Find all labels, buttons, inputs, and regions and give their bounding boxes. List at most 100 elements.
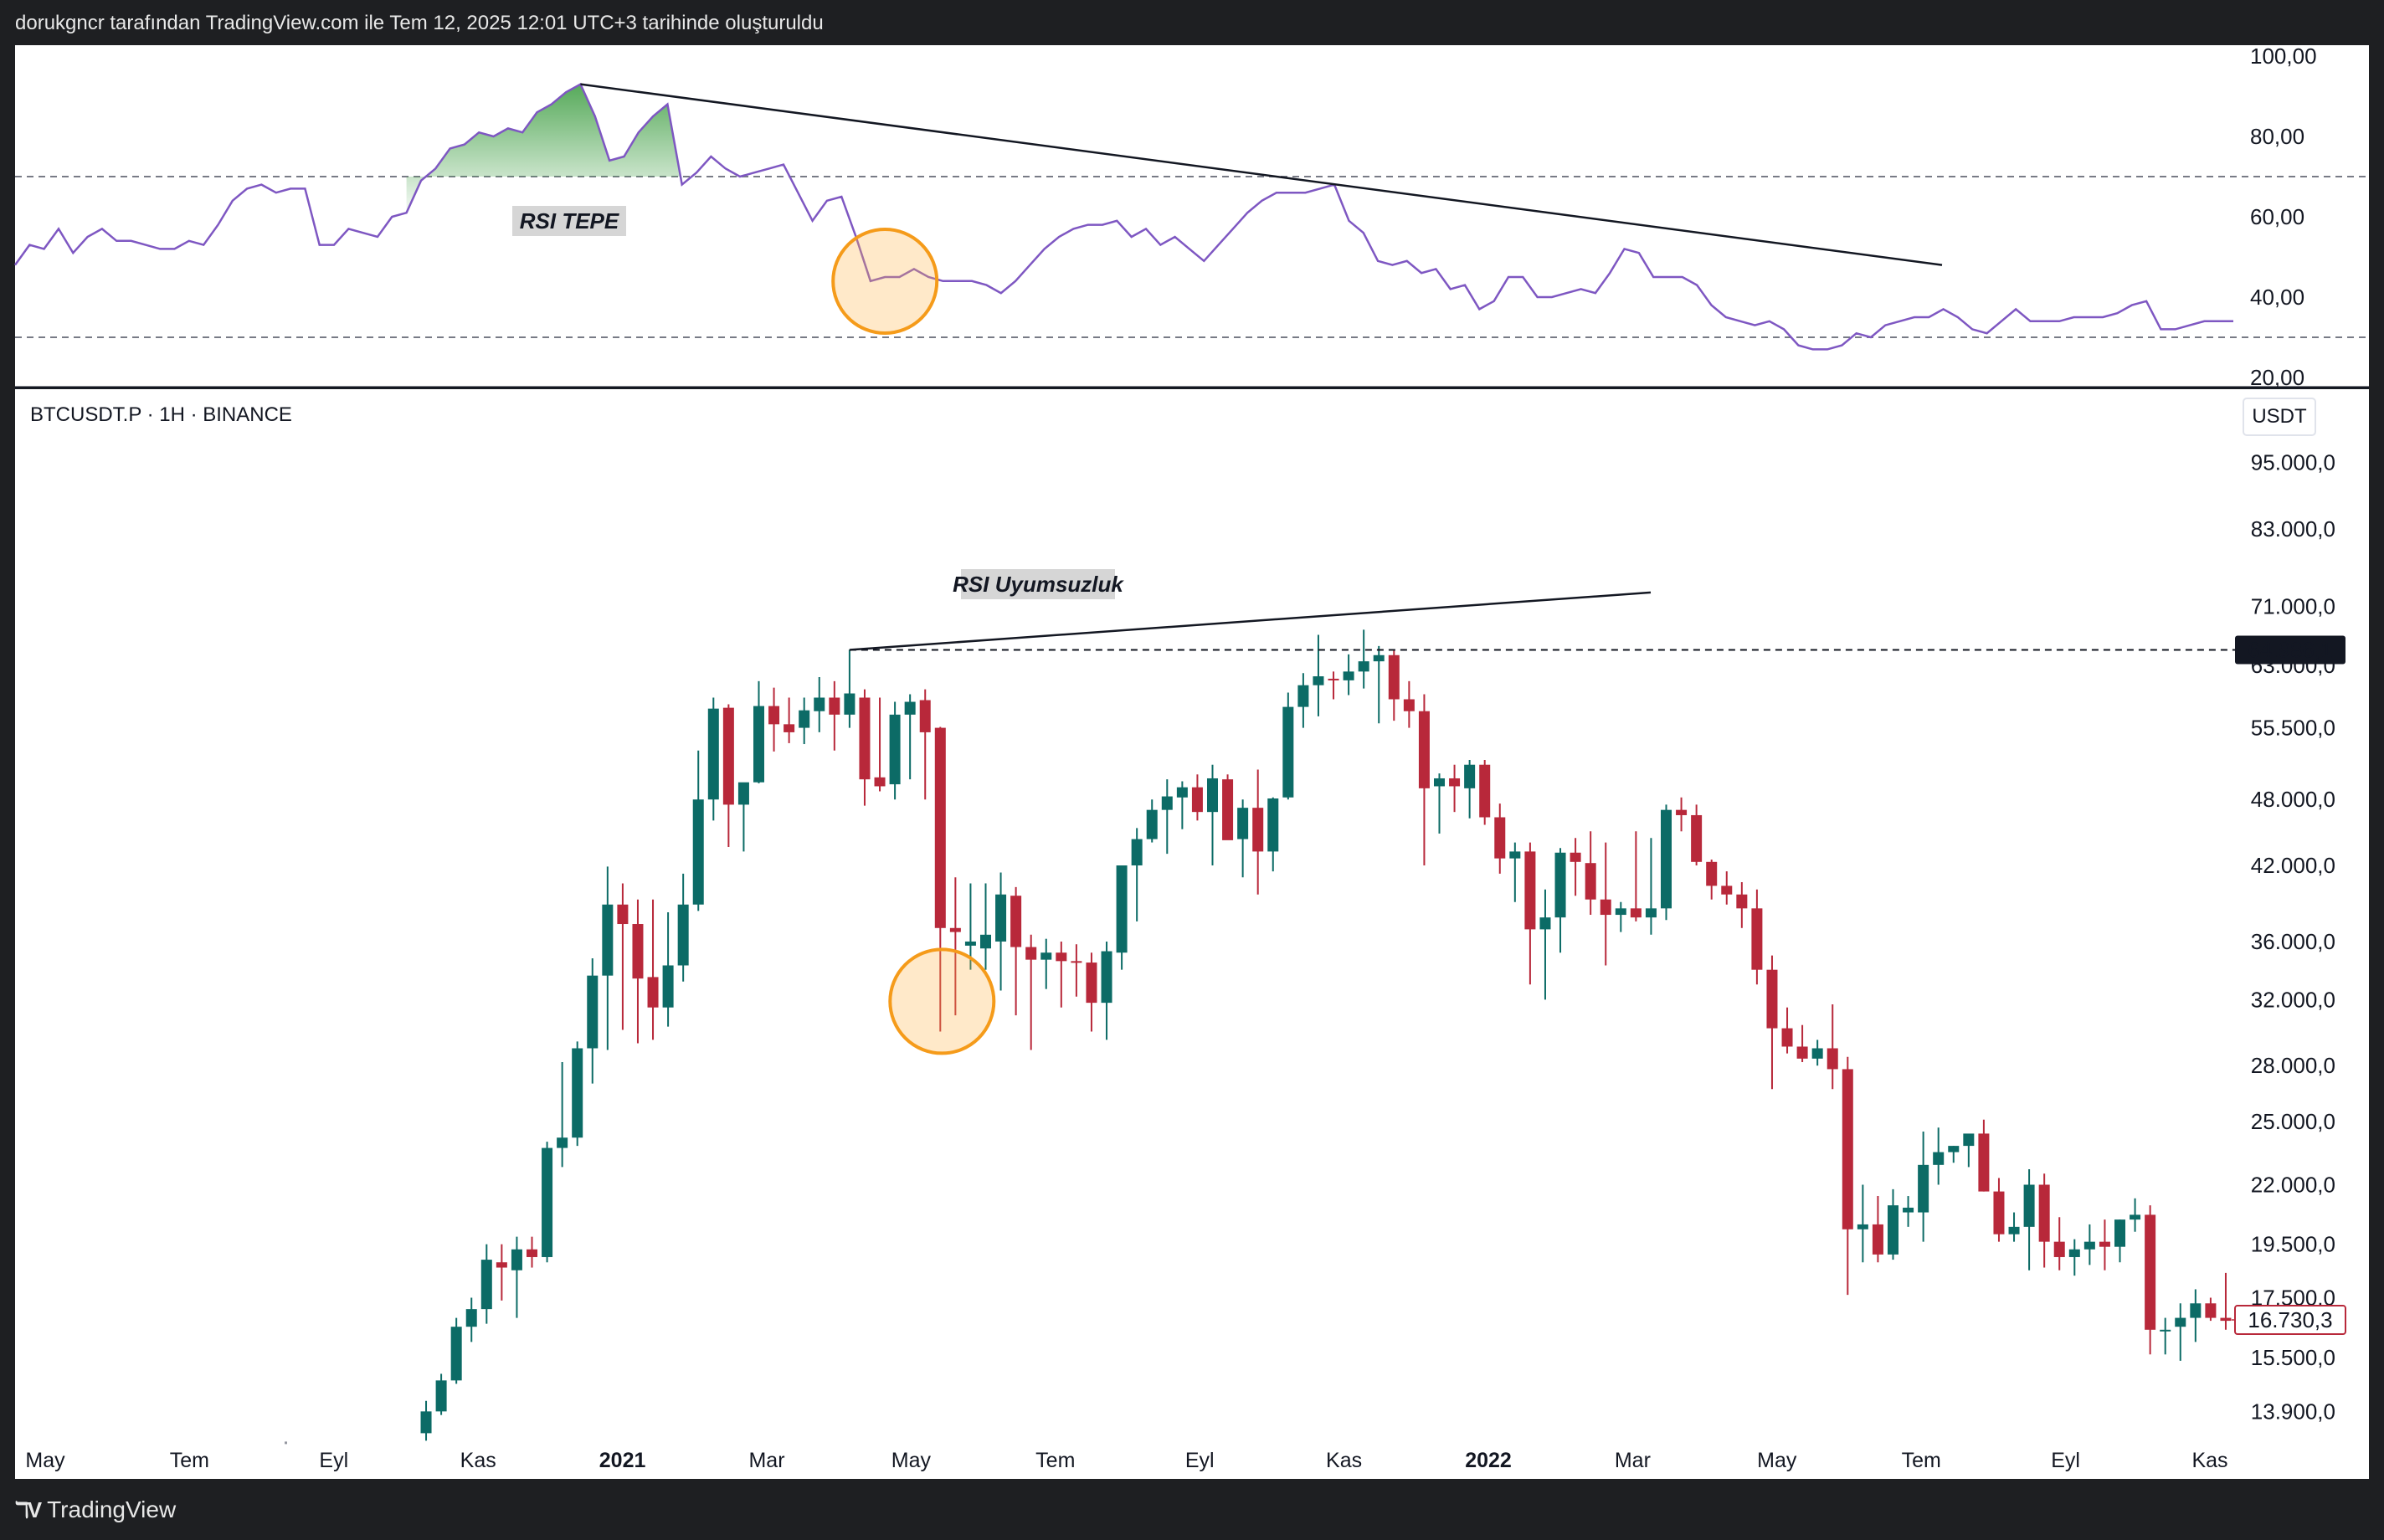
candle[interactable] (1176, 781, 1188, 829)
candle[interactable] (2145, 1205, 2156, 1355)
candle[interactable] (557, 1062, 568, 1168)
rsi-panel[interactable]: 100,00 80,00 60,00 40,00 20,00 RSI TEPE (13, 44, 2366, 390)
candle[interactable] (1313, 634, 1324, 716)
price-highlight-circle[interactable] (888, 947, 996, 1055)
candle[interactable] (1388, 649, 1400, 721)
candle[interactable] (1010, 886, 1022, 1016)
rsi-line[interactable] (13, 82, 2233, 351)
candle[interactable] (1040, 938, 1052, 989)
candle[interactable] (1827, 1004, 1838, 1090)
candle[interactable] (1721, 871, 1733, 905)
price-panel[interactable]: 95.000,083.000,071.000,063.000,055.500,0… (285, 449, 2346, 1445)
candle[interactable] (1842, 1056, 1853, 1296)
candle[interactable] (1146, 799, 1158, 843)
candle[interactable] (1736, 882, 1748, 928)
candle[interactable] (753, 680, 765, 783)
candle[interactable] (2160, 1317, 2171, 1355)
candle[interactable] (1479, 760, 1491, 825)
candle[interactable] (1433, 773, 1446, 834)
candle[interactable] (1101, 941, 1112, 1040)
candle[interactable] (526, 1236, 538, 1268)
candle[interactable] (859, 689, 871, 806)
candle[interactable] (1373, 645, 1385, 724)
candle[interactable] (1600, 842, 1611, 966)
candle[interactable] (1570, 838, 1581, 896)
candle[interactable] (1206, 764, 1219, 866)
candle[interactable] (829, 680, 840, 751)
candle[interactable] (542, 1142, 553, 1263)
price-divergence-trendline[interactable] (849, 591, 1652, 651)
candle[interactable] (2099, 1219, 2110, 1270)
candle[interactable] (1796, 1024, 1808, 1063)
candle[interactable] (1585, 831, 1596, 916)
candle[interactable] (814, 677, 825, 732)
candle[interactable] (496, 1244, 507, 1301)
candle[interactable] (435, 1373, 447, 1415)
candle[interactable] (617, 883, 629, 1030)
candle[interactable] (677, 873, 689, 982)
candle[interactable] (420, 1400, 432, 1441)
candle[interactable] (1464, 760, 1476, 819)
time-axis[interactable]: May Tem Eyl Kas 2021 Mar May Tem Eyl Kas 2022 Mar Ma… (25, 1449, 2227, 1472)
candle[interactable] (662, 911, 674, 1027)
candle[interactable] (1645, 838, 1657, 935)
candle[interactable] (1237, 799, 1249, 878)
candle[interactable] (737, 782, 749, 852)
candle[interactable] (1811, 1040, 1823, 1066)
candle[interactable] (799, 697, 810, 745)
candle[interactable] (1524, 842, 1536, 985)
candle[interactable] (1978, 1119, 1990, 1192)
candle[interactable] (572, 1041, 583, 1147)
candle[interactable] (1554, 848, 1566, 953)
candle[interactable] (707, 697, 719, 821)
candle[interactable] (632, 899, 644, 1044)
candle[interactable] (1933, 1127, 1945, 1185)
candle[interactable] (1131, 828, 1143, 921)
candle[interactable] (511, 1236, 522, 1318)
candle[interactable] (1872, 1196, 1883, 1263)
candle[interactable] (2053, 1217, 2065, 1270)
candle[interactable] (1449, 764, 1461, 813)
candle[interactable] (1161, 779, 1173, 855)
candle[interactable] (465, 1297, 477, 1342)
candle[interactable] (1660, 804, 1672, 921)
candle[interactable] (995, 872, 1007, 991)
candle[interactable] (1903, 1196, 1914, 1227)
currency-button[interactable] (2243, 398, 2316, 436)
candle[interactable] (964, 883, 976, 970)
candle[interactable] (1358, 629, 1369, 689)
candle[interactable] (1116, 865, 1128, 970)
candle[interactable] (1403, 680, 1415, 728)
candle[interactable] (1857, 1184, 1868, 1263)
candle[interactable] (2023, 1169, 2035, 1270)
candle[interactable] (949, 877, 961, 1016)
candle[interactable] (1509, 842, 1521, 902)
candle[interactable] (1252, 769, 1264, 895)
rsi-highlight-circle[interactable] (831, 228, 939, 335)
candle[interactable] (2114, 1219, 2126, 1263)
candle[interactable] (2130, 1198, 2141, 1232)
candle[interactable] (1993, 1178, 2005, 1242)
candle[interactable] (1615, 901, 1626, 932)
candle[interactable] (602, 866, 614, 1050)
candle[interactable] (480, 1244, 492, 1324)
candle[interactable] (2083, 1224, 2095, 1265)
candle[interactable] (889, 701, 901, 800)
candle[interactable] (1751, 889, 1763, 985)
candle[interactable] (2068, 1239, 2080, 1276)
candle[interactable] (2175, 1303, 2186, 1361)
candle[interactable] (692, 750, 704, 911)
candle[interactable] (1706, 860, 1718, 900)
candle[interactable] (1539, 889, 1551, 1000)
candle[interactable] (1267, 797, 1279, 872)
candle[interactable] (450, 1317, 462, 1384)
candle[interactable] (979, 883, 992, 970)
candle[interactable] (934, 726, 946, 1032)
candle[interactable] (1494, 803, 1506, 874)
candle[interactable] (919, 689, 931, 800)
candle[interactable] (1887, 1188, 1899, 1260)
candle[interactable] (2205, 1297, 2217, 1322)
candle[interactable] (722, 704, 734, 847)
candle[interactable] (874, 697, 886, 792)
